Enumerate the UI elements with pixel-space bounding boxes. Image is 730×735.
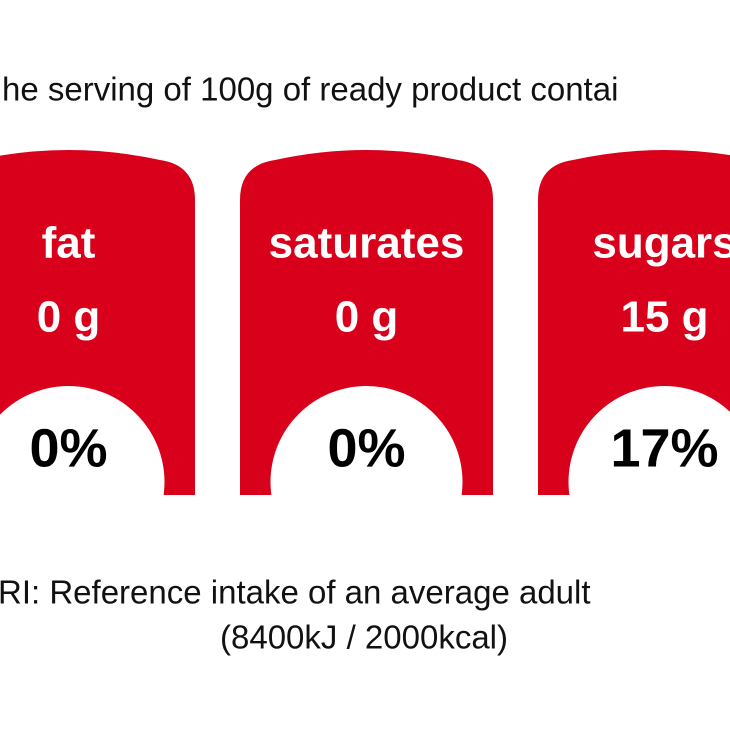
badge-amount: 15 g: [620, 293, 708, 342]
badge-amount: 0 g: [335, 293, 399, 342]
badge-label: fat: [42, 219, 96, 268]
badge-amount: 0 g: [37, 293, 101, 342]
footer-line: RI: Reference intake of an average adult: [0, 574, 591, 611]
badge-cutout: [271, 386, 463, 578]
badge-label: sugars: [592, 219, 730, 268]
badge-percent: 0%: [327, 418, 405, 478]
footer-line: (8400kJ / 2000kcal): [220, 619, 508, 656]
badge-percent: 17%: [610, 418, 718, 478]
header: he serving of 100g of ready product cont…: [2, 71, 618, 108]
badge-percent: 0%: [29, 418, 107, 478]
badges: fat 0 g 0% saturates 0 g 0% sugars 15 g 17%: [0, 150, 730, 578]
badge-label: saturates: [269, 219, 465, 268]
